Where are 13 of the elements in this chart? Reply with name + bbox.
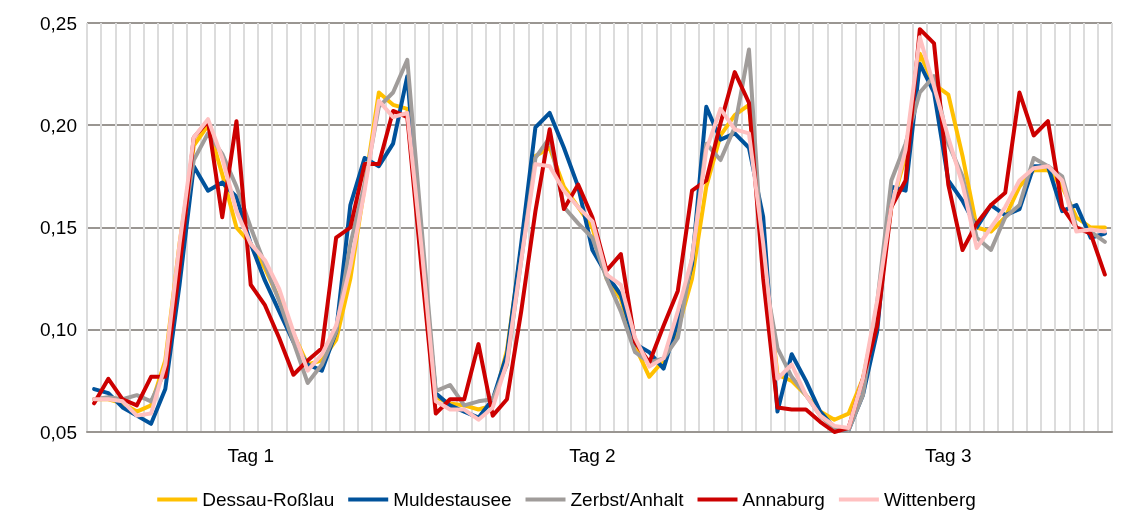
- legend-label: Zerbst/Anhalt: [570, 489, 685, 510]
- y-tick-label: 0,20: [40, 114, 77, 136]
- legend-label: Annaburg: [742, 489, 825, 510]
- x-tick-label: Tag 3: [925, 445, 972, 466]
- y-tick-label: 0,25: [40, 12, 77, 34]
- x-tick-label: Tag 2: [569, 445, 616, 466]
- x-tick-label: Tag 1: [227, 445, 274, 466]
- y-tick-label: 0,05: [40, 421, 77, 443]
- legend-label: Muldestausee: [393, 489, 512, 510]
- legend-label: Dessau-Roßlau: [202, 489, 335, 510]
- legend-label: Wittenberg: [883, 489, 976, 510]
- y-tick-label: 0,15: [40, 217, 77, 238]
- y-tick-label: 0,10: [40, 319, 77, 341]
